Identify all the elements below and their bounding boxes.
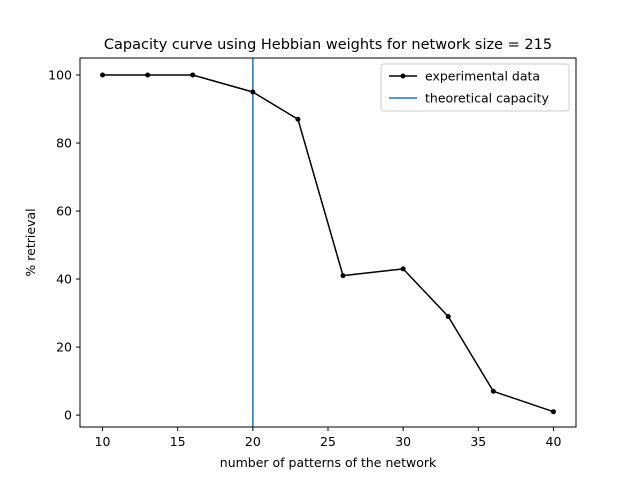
x-tick-label: 20: [245, 434, 261, 449]
plot-area: [100, 58, 556, 427]
chart-title: Capacity curve using Hebbian weights for…: [104, 37, 552, 53]
data-point: [340, 273, 346, 279]
y-tick-label: 80: [56, 136, 72, 151]
x-tick-label: 35: [470, 434, 486, 449]
y-tick-label: 0: [64, 408, 72, 423]
data-point: [550, 409, 556, 415]
data-point: [295, 116, 301, 122]
x-tick-label: 10: [95, 434, 111, 449]
legend-label-experimental-data: experimental data: [425, 69, 540, 84]
data-point: [145, 72, 151, 78]
y-tick-label: 20: [56, 340, 72, 355]
data-point: [190, 72, 196, 78]
y-tick-label: 60: [56, 204, 72, 219]
x-tick-label: 40: [546, 434, 562, 449]
y-tick-label: 100: [48, 68, 72, 83]
legend-marker-experimental-data: [400, 73, 406, 79]
data-point: [400, 266, 406, 272]
legend: experimental data theoretical capacity: [380, 63, 570, 112]
data-point: [490, 388, 496, 394]
axis-ticks: 10 15 20 25 30 35 40 0 20 40 60 80 100: [48, 68, 561, 449]
x-tick-label: 15: [170, 434, 186, 449]
x-tick-label: 30: [395, 434, 411, 449]
series-line-experimental-data: [102, 74, 554, 413]
y-tick-label: 40: [56, 272, 72, 287]
axes-frame: [79, 57, 577, 428]
data-point: [445, 313, 451, 319]
data-point: [250, 89, 256, 95]
y-axis-label: % retrieval: [23, 208, 38, 276]
data-point: [100, 72, 106, 78]
x-tick-label: 25: [320, 434, 336, 449]
x-axis-label: number of patterns of the network: [220, 455, 437, 470]
legend-box: [380, 63, 570, 112]
legend-label-theoretical-capacity: theoretical capacity: [425, 91, 549, 106]
